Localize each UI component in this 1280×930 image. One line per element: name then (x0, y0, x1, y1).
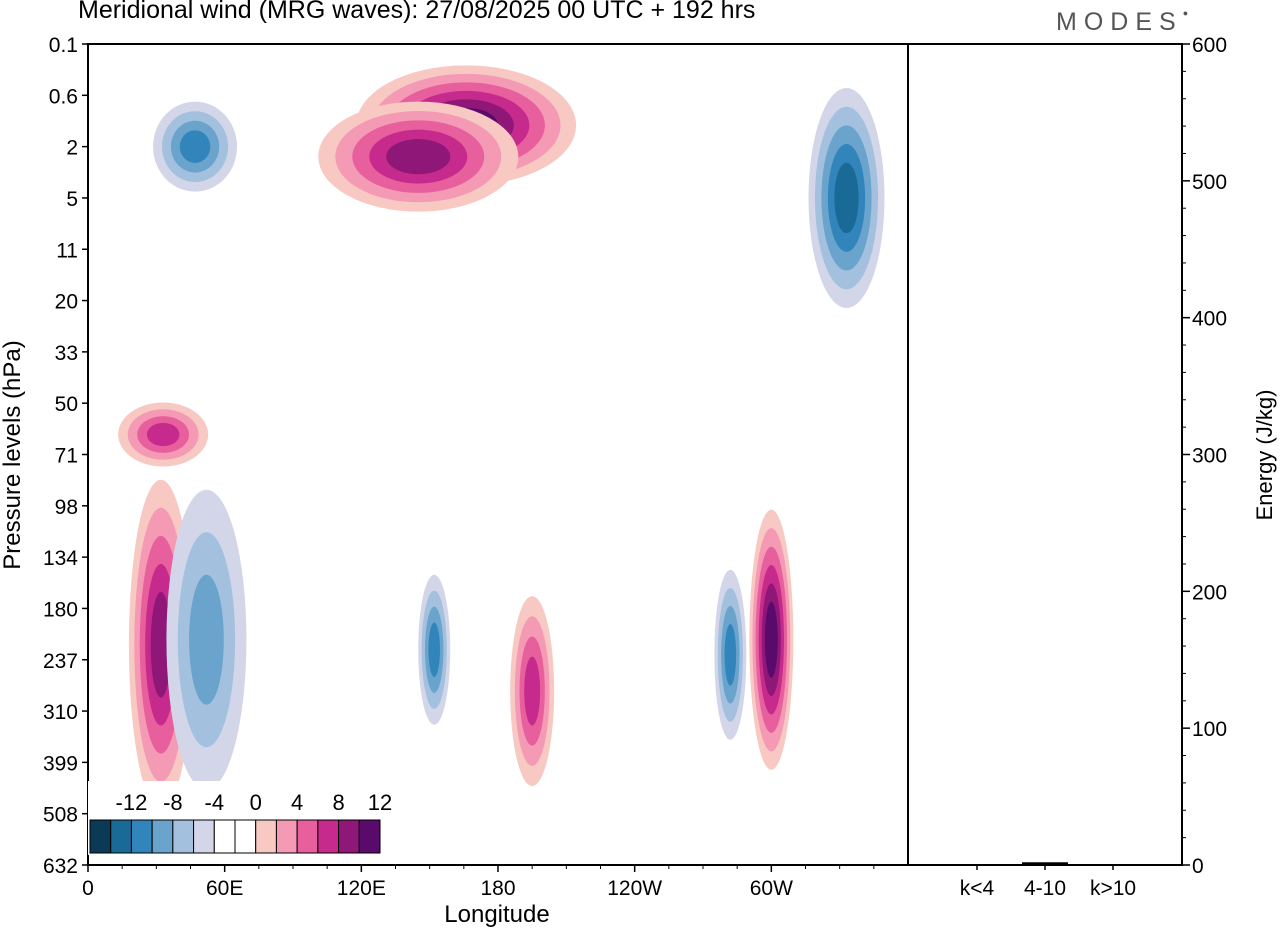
y-tick-label: 508 (43, 804, 78, 827)
y-tick-label: 5 (66, 188, 78, 211)
x-tick-label: 60W (750, 877, 793, 900)
positive-contour (150, 591, 172, 698)
x-tick-label: 0 (82, 877, 94, 900)
energy-categories: k<4 4-10 k>10 (960, 865, 1136, 900)
y-tick-label: 98 (55, 496, 78, 519)
y-tick-label: 33 (55, 342, 78, 365)
y-tick-label: 632 (43, 855, 78, 878)
y-tick-label: 180 (43, 598, 78, 621)
colorbar-label: 4 (291, 790, 303, 815)
contour-field (118, 65, 885, 810)
colorbar-box (255, 819, 277, 854)
colorbar-label: -12 (116, 790, 148, 815)
energy-tick-label: 0 (1192, 855, 1204, 878)
colorbar-label: 8 (332, 790, 344, 815)
colorbar-box (296, 819, 319, 854)
negative-contour (834, 162, 859, 234)
energy-axis-label: Energy (J/kg) (1252, 390, 1277, 521)
energy-bars (954, 862, 1136, 865)
colorbar-label: 12 (368, 790, 392, 815)
colorbar-box (89, 819, 112, 854)
y-tick-label: 237 (43, 650, 78, 673)
negative-contour (189, 574, 224, 705)
energy-category-label: 4-10 (1024, 877, 1066, 900)
y-tick-label: 20 (55, 291, 78, 314)
colorbar-box (275, 819, 298, 854)
colorbar-box (151, 819, 174, 854)
x-tick-label: 60E (206, 877, 243, 900)
energy-tick-label: 300 (1192, 445, 1227, 468)
y-tick-label: 71 (55, 445, 78, 468)
colorbar: -12 -8 -4 0 4 8 12 (88, 781, 392, 855)
energy-category-label: k<4 (960, 877, 995, 900)
y-tick-label: 0.6 (49, 85, 78, 108)
positive-contour (386, 139, 451, 175)
colorbar-label: 0 (250, 790, 262, 815)
energy-tick-label: 600 (1192, 34, 1227, 57)
y-tick-label: 50 (55, 393, 78, 416)
negative-contour (724, 623, 737, 686)
positive-contour (146, 422, 180, 447)
positive-contour (764, 601, 778, 678)
energy-tick-label: 500 (1192, 171, 1227, 194)
colorbar-box (130, 819, 153, 854)
negative-contour (428, 622, 441, 677)
y-tick-label: 134 (43, 547, 78, 570)
colorbar-box (213, 819, 236, 854)
logo-text: MODES (1056, 8, 1183, 36)
colorbar-label: -8 (163, 790, 183, 815)
colorbar-box (338, 819, 360, 854)
colorbar-box (110, 819, 132, 854)
energy-bar (954, 864, 1000, 865)
x-tick-label: 120W (607, 877, 662, 900)
energy-bar (1022, 862, 1068, 865)
chart-title: Meridional wind (MRG waves): 27/08/2025 … (78, 0, 756, 24)
colorbar-labels: -12 -8 -4 0 4 8 12 (116, 790, 393, 815)
colorbar-box (172, 819, 195, 854)
x-tick-label: 180 (480, 877, 515, 900)
energy-category-label: k>10 (1090, 877, 1136, 900)
energy-tick-label: 200 (1192, 581, 1227, 604)
logo-mark: ● (1182, 8, 1189, 18)
energy-y-axis: 0 100 200 300 400 500 600 (1182, 34, 1227, 878)
energy-panel: 0 100 200 300 400 500 600 k<4 4-10 k>10 Energy (… (954, 34, 1277, 900)
colorbar-boxes (89, 819, 381, 854)
colorbar-box (358, 819, 381, 854)
x-axis-label: Longitude (444, 901, 549, 928)
positive-contour (524, 656, 541, 726)
y-tick-label: 399 (43, 752, 78, 775)
y-axis-label: Pressure levels (hPa) (0, 340, 26, 569)
colorbar-label: -4 (205, 790, 225, 815)
x-tick-label: 120E (337, 877, 386, 900)
energy-tick-label: 400 (1192, 308, 1227, 331)
y-tick-label: 0.1 (49, 34, 78, 57)
modes-logo: MODES● (1056, 8, 1188, 37)
y-tick-label: 2 (66, 137, 78, 160)
negative-contour (179, 130, 211, 163)
colorbar-box (193, 819, 215, 854)
y-axis: 0.1 0.6 2 5 11 20 33 50 71 98 134 180 237 310 399 508 63… (43, 34, 88, 878)
energy-tick-label: 100 (1192, 718, 1227, 741)
colorbar-box (317, 819, 340, 854)
y-tick-label: 310 (43, 701, 78, 724)
heatmap-plot (87, 43, 1183, 866)
colorbar-box (234, 819, 257, 854)
energy-bar (1090, 864, 1136, 865)
x-axis: 0 60E 120E 180 120W 60W (82, 865, 875, 900)
y-tick-label: 11 (56, 239, 78, 262)
